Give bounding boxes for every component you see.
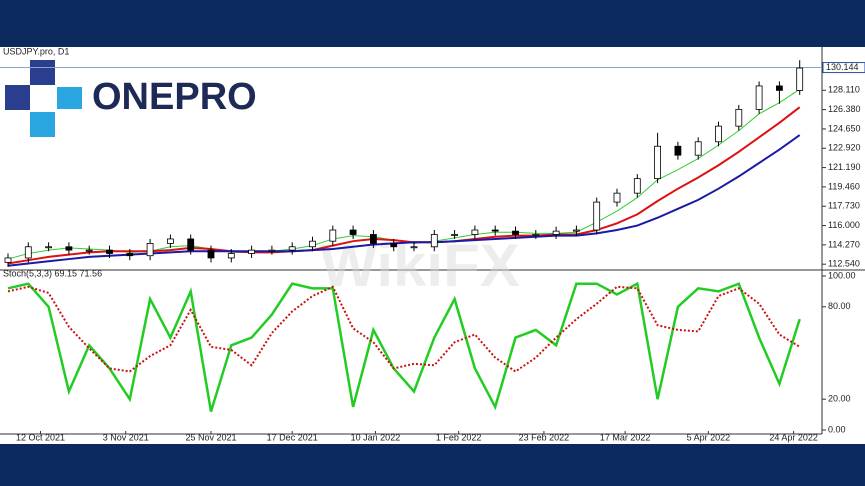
candle-body (106, 249, 113, 254)
candle-body (349, 229, 357, 235)
x-tick-label: 1 Feb 2022 (436, 432, 482, 442)
candle-body (471, 229, 479, 235)
candle-body (776, 85, 783, 91)
candle-body (796, 67, 804, 91)
y-tick-label: 128.110 (828, 85, 860, 95)
y-tick-label: 80.00 (828, 301, 851, 311)
y-tick-label: 20.00 (828, 394, 851, 404)
candle-body (45, 246, 52, 249)
candle-body (207, 249, 215, 259)
indicator-line (7, 281, 801, 412)
candle-body (593, 201, 601, 231)
candle-body (451, 234, 459, 236)
candle-body (4, 257, 12, 263)
candle-body (512, 230, 519, 235)
y-tick-label: 100.00 (828, 270, 856, 280)
x-tick-label: 17 Dec 2021 (267, 432, 318, 442)
x-tick-label: 5 Apr 2022 (687, 432, 731, 442)
indicator-line (7, 106, 801, 265)
y-tick-label: 122.920 (828, 143, 861, 153)
candle-body (573, 229, 580, 232)
candle-body (654, 145, 661, 180)
last-price-label: 130.144 (826, 62, 859, 72)
stoch-title: Stoch(5,3,3) 69.15 71.56 (3, 268, 102, 278)
y-tick-label: 124.650 (828, 123, 861, 133)
candle-body (24, 246, 32, 259)
price-chart-title: USDJPY.pro, D1 (3, 46, 69, 56)
y-tick-label: 126.380 (828, 104, 861, 114)
x-tick-label: 24 Apr 2022 (769, 432, 818, 442)
candle-body (715, 125, 722, 143)
y-tick-label: 117.730 (828, 201, 860, 211)
candle-body (166, 238, 174, 244)
indicator-line (7, 285, 801, 373)
candle-body (491, 229, 499, 232)
candle-body (552, 230, 560, 235)
y-tick-label: 114.270 (828, 239, 860, 249)
indicator-line (7, 134, 801, 267)
candle-body (65, 246, 73, 251)
candle-body (85, 249, 93, 252)
candle-body (248, 249, 256, 254)
candle-body (329, 229, 337, 242)
candle-body (369, 234, 377, 244)
x-tick-label: 23 Feb 2022 (519, 432, 570, 442)
x-tick-label: 25 Nov 2021 (185, 432, 236, 442)
candle-body (410, 246, 418, 249)
candle-body (755, 85, 763, 110)
y-tick-label: 121.190 (828, 162, 861, 172)
x-tick-label: 12 Oct 2021 (16, 432, 65, 442)
candle-body (288, 246, 296, 251)
x-tick-label: 10 Jan 2022 (351, 432, 401, 442)
candle-body (126, 253, 134, 257)
x-tick-label: 17 Mar 2022 (600, 432, 651, 442)
y-tick-label: 112.540 (828, 259, 860, 269)
candle-body (735, 108, 743, 127)
candle-body (694, 141, 702, 156)
last-price-box (822, 62, 865, 74)
candle-body (532, 234, 540, 236)
candle-body (227, 253, 235, 259)
y-tick-label: 0.00 (828, 424, 846, 434)
candle-body (674, 145, 682, 156)
logo-icon (5, 60, 82, 137)
y-tick-label: 119.460 (828, 181, 860, 191)
y-tick-label: 116.000 (828, 220, 860, 230)
candle-body (390, 243, 398, 248)
candle-body (268, 249, 276, 252)
candle-body (613, 192, 621, 203)
candle-body (187, 238, 195, 251)
candle-body (430, 234, 438, 248)
candle-body (309, 240, 316, 248)
candle-body (146, 243, 154, 257)
candle-body (633, 178, 641, 194)
logo-text: ONEPRO (92, 76, 257, 118)
x-tick-label: 3 Nov 2021 (103, 432, 149, 442)
